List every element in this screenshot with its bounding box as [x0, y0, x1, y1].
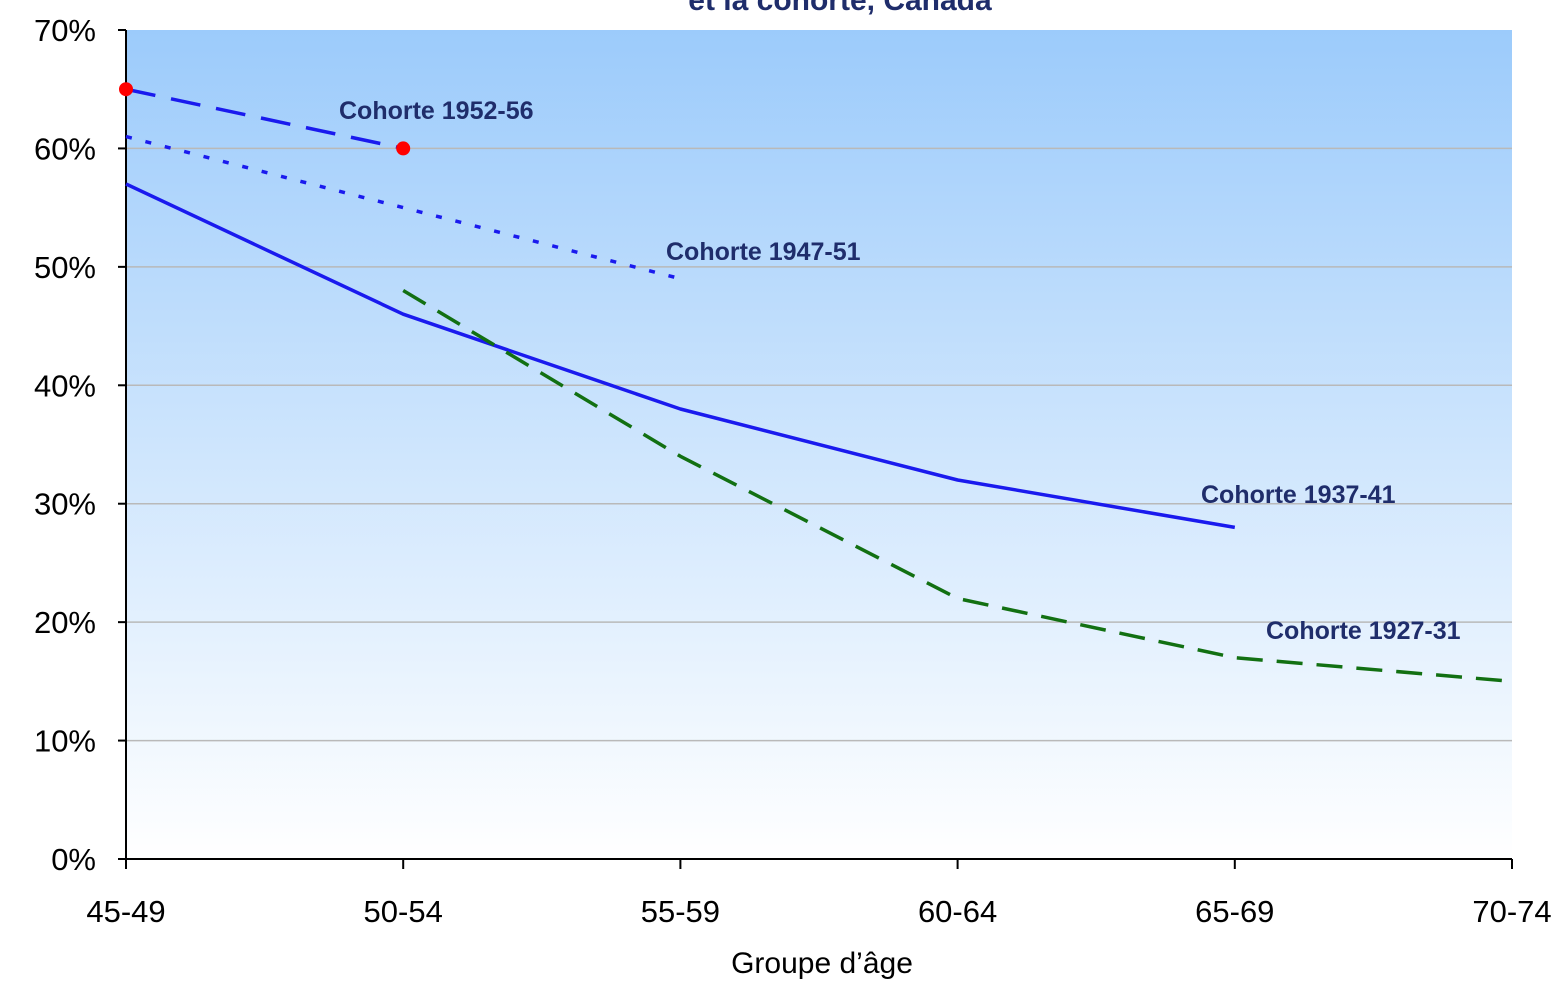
y-tick-label: 0% — [51, 842, 96, 877]
y-axis-ticks: 0% 10% 20% 30% 40% 50% 60% 70% — [34, 13, 126, 877]
y-tick-label: 50% — [34, 250, 96, 285]
series-line-cohorte-1927-31 — [402, 288, 1513, 684]
axes — [125, 30, 1512, 867]
x-tick-label: 60-64 — [918, 894, 997, 929]
series-label: Cohorte 1937-41 — [1201, 481, 1396, 509]
gridlines — [126, 147, 1512, 742]
series-labels: Cohorte 1952-56 Cohorte 1947-51 Cohorte 19… — [339, 97, 1461, 645]
series-marker — [396, 141, 411, 156]
x-tick-label: 70-74 — [1472, 894, 1551, 929]
x-tick-label: 50-54 — [364, 894, 443, 929]
series-label: Cohorte 1927-31 — [1266, 617, 1461, 645]
x-tick-label: 55-59 — [641, 894, 720, 929]
y-tick-label: 60% — [34, 131, 96, 166]
x-tick-label: 65-69 — [1195, 894, 1274, 929]
series-line-cohorte-1952-56 — [125, 87, 404, 151]
x-axis-ticks: 45-49 50-54 55-59 60-64 65-69 70-74 — [86, 859, 1552, 929]
y-tick-label: 40% — [34, 368, 96, 403]
x-axis-title: Groupe d’âge — [731, 947, 913, 980]
x-tick-label: 45-49 — [86, 894, 165, 929]
chart-title: et la cohorte, Canada — [688, 0, 992, 17]
y-tick-label: 20% — [34, 605, 96, 640]
series-label: Cohorte 1947-51 — [666, 238, 861, 266]
y-tick-label: 30% — [34, 487, 96, 522]
series-group — [119, 82, 1513, 684]
series-line-cohorte-1937-41 — [125, 182, 1236, 530]
series-label: Cohorte 1952-56 — [339, 97, 534, 125]
y-tick-label: 10% — [34, 724, 96, 759]
y-tick-label: 70% — [34, 13, 96, 48]
series-marker — [119, 82, 133, 97]
